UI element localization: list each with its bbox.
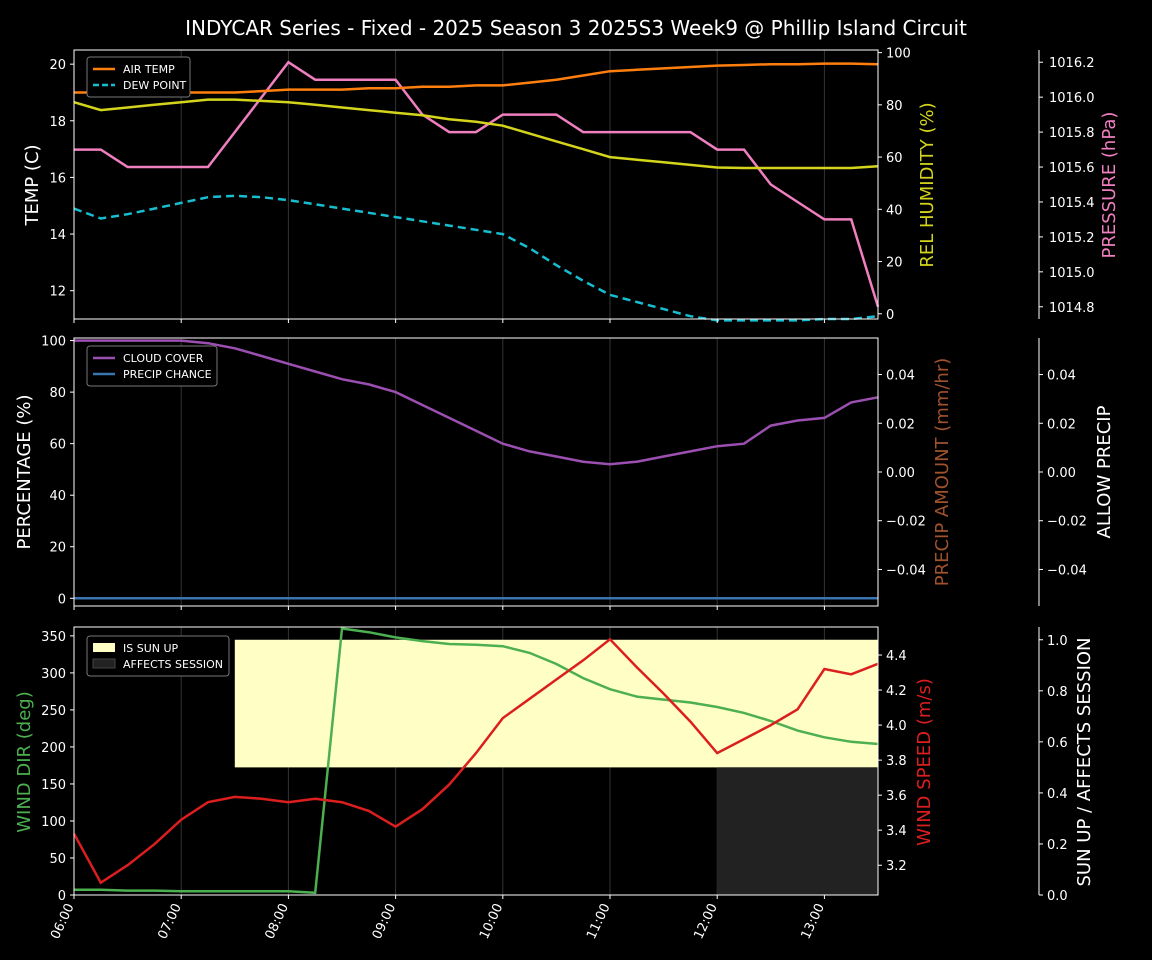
- y-tick-label-p3: 250: [41, 704, 66, 719]
- precip-amount-tick-label: 0.00: [886, 466, 915, 481]
- wind-speed-tick-label: 3.6: [886, 789, 907, 804]
- legend-swatch: [93, 643, 115, 652]
- allow-precip-tick-label: −0.04: [1047, 563, 1087, 578]
- sun-up-tick-label: 0.8: [1047, 685, 1068, 700]
- pressure-line: [74, 60, 880, 308]
- y-tick-label-p3: 200: [41, 741, 66, 756]
- wind-speed-tick-label: 3.4: [886, 824, 907, 839]
- pressure-tick-label: 1014.8: [1049, 301, 1095, 316]
- wind-speed-line: [72, 637, 879, 885]
- percentage-axis-label: PERCENTAGE (%): [14, 394, 35, 549]
- legend-box: [86, 635, 230, 677]
- y-tick-label-p3: 150: [41, 778, 66, 793]
- wind-speed-tick-label: 3.2: [886, 859, 907, 874]
- panel-frame: [73, 626, 879, 896]
- precip-amount-tick-label: −0.04: [886, 563, 926, 578]
- humidity-axis-label: REL HUMIDITY (%): [917, 102, 938, 267]
- affects-session-band: [717, 767, 878, 895]
- dew-point-line: [73, 194, 879, 322]
- sun-up-tick-label: 0.6: [1047, 736, 1068, 751]
- allow-precip-tick-label: 0.04: [1047, 369, 1076, 384]
- chart-title: INDYCAR Series - Fixed - 2025 Season 3 2…: [185, 16, 967, 40]
- legend-item: AIR TEMP: [123, 63, 175, 76]
- legend-swatch: [92, 658, 116, 669]
- sun-up-tick-label: 1.0: [1047, 634, 1068, 649]
- rel-humidity-tick-label: 80: [886, 99, 903, 114]
- pressure-tick-label: 1015.4: [1049, 196, 1095, 211]
- sun-up-tick-label: 0.4: [1047, 787, 1068, 802]
- rel-humidity-tick-label: 0: [886, 308, 894, 323]
- pressure-tick-label: 1016.2: [1049, 56, 1095, 71]
- sun-up-tick-label: 0.0: [1047, 889, 1068, 904]
- y-tick-label-p3: 0: [58, 889, 66, 904]
- pressure-tick-label: 1015.8: [1049, 126, 1095, 141]
- legend-box: [86, 345, 218, 387]
- rel-humidity-tick-label: 40: [886, 203, 903, 218]
- y-tick-label-p3: 50: [49, 852, 66, 867]
- legend-item: AFFECTS SESSION: [123, 658, 223, 671]
- legend-item: PRECIP CHANCE: [123, 368, 212, 381]
- y-tick-label-p1: 12: [49, 285, 66, 300]
- wind-speed-axis-label: WIND SPEED (m/s): [914, 678, 935, 846]
- panel-frame: [73, 49, 879, 320]
- sun-up-band: [234, 639, 879, 768]
- precip-amount-tick-label: 0.02: [886, 417, 915, 432]
- y-tick-label-p2: 20: [49, 541, 66, 556]
- precip-amount-tick-label: −0.02: [886, 515, 926, 530]
- legend-item: DEW POINT: [123, 79, 187, 92]
- wind-speed-tick-label: 4.4: [886, 649, 907, 664]
- allow-precip-tick-label: 0.00: [1047, 466, 1076, 481]
- wind-dir-axis-label: WIND DIR (deg): [14, 691, 35, 833]
- y-tick-label-p1: 14: [49, 228, 66, 243]
- pressure-tick-label: 1015.0: [1049, 266, 1095, 281]
- wind-speed-tick-label: 4.0: [886, 719, 907, 734]
- y-tick-label-p2: 60: [49, 438, 66, 453]
- panel-frame: [73, 337, 879, 607]
- cloud-cover-line: [74, 339, 879, 466]
- y-tick-label-p1: 18: [49, 115, 66, 130]
- y-tick-label-p3: 300: [41, 667, 66, 682]
- y-tick-label-p1: 20: [49, 58, 66, 73]
- allow-precip-tick-label: 0.02: [1047, 417, 1076, 432]
- y-tick-label-p3: 350: [41, 630, 66, 645]
- legend-item: CLOUD COVER: [123, 352, 204, 365]
- rel-humidity-tick-label: 100: [886, 47, 911, 62]
- y-tick-label-p2: 80: [49, 386, 66, 401]
- wind-speed-tick-label: 3.8: [886, 754, 907, 769]
- sun-up-tick-label: 0.2: [1047, 838, 1068, 853]
- pressure-tick-label: 1016.0: [1049, 91, 1095, 106]
- wind-speed-tick-label: 4.2: [886, 684, 907, 699]
- rel-humidity-tick-label: 60: [886, 151, 903, 166]
- sun-up-axis-label: SUN UP / AFFECTS SESSION: [1074, 637, 1095, 886]
- y-tick-label-p2: 0: [58, 592, 66, 607]
- allow-precip-tick-label: −0.02: [1047, 515, 1087, 530]
- legend-item: IS SUN UP: [123, 642, 179, 655]
- allow-precip-axis-label: ALLOW PRECIP: [1094, 405, 1115, 538]
- precip-amount-axis-label: PRECIP AMOUNT (mm/hr): [932, 358, 953, 587]
- wind-dir-line: [74, 627, 879, 895]
- pressure-tick-label: 1015.6: [1049, 161, 1095, 176]
- y-tick-label-p3: 100: [41, 815, 66, 830]
- temp-axis-label: TEMP (C): [22, 144, 43, 226]
- pressure-axis-label: PRESSURE (hPa): [1099, 112, 1120, 259]
- rel-humidity-line: [73, 98, 879, 170]
- precip-amount-tick-label: 0.04: [886, 369, 915, 384]
- rel-humidity-tick-label: 20: [886, 256, 903, 271]
- y-tick-label-p2: 40: [49, 489, 66, 504]
- y-tick-label-p2: 100: [41, 335, 66, 350]
- y-tick-label-p1: 16: [49, 171, 66, 186]
- pressure-tick-label: 1015.2: [1049, 231, 1095, 246]
- air-temp-line: [74, 62, 879, 94]
- legend-box: [86, 56, 191, 98]
